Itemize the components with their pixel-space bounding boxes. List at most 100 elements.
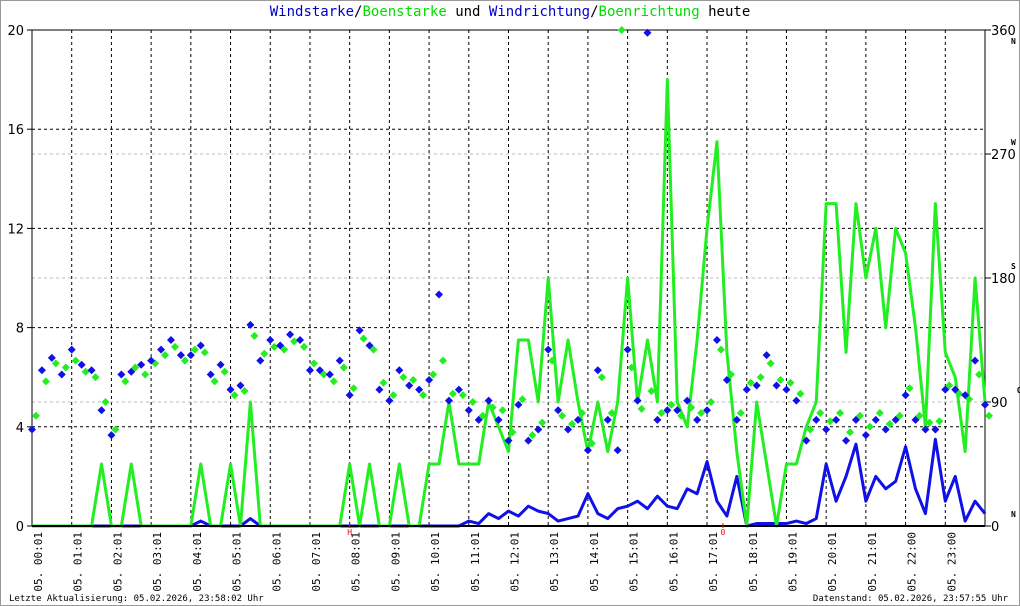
wind_dir-point [196,341,205,350]
wind_dir-point [375,385,384,394]
wind_dir-point [296,336,305,344]
gust_dir-point [568,420,577,429]
wind_dir-point [216,360,225,369]
x-tick-label: 05. 16:01 [667,532,680,592]
gust_dir-point [339,363,348,372]
gust_dir-point [726,370,735,379]
wind_dir-point [802,436,811,445]
wind_dir-point [941,385,950,394]
gust_dir-point [101,398,110,406]
gust_dir-point [200,348,209,357]
y-tick-label-left: 12 [7,222,24,237]
gust_dir-point [736,409,745,418]
wind_dir-point [97,406,106,415]
gust_dir-point [538,418,547,427]
wind_dir-point [305,366,314,375]
gust_dir-point [468,398,477,406]
x-tick-label: 05. 11:01 [469,532,482,592]
wind_dir-point [266,336,275,344]
wind_dir-point [246,320,255,329]
wind_dir-point [226,385,235,394]
wind_dir-point [494,415,503,424]
gust_dir-point [180,356,189,365]
gust_dir-point [796,389,805,398]
gust_dir-point [51,359,60,368]
gust_dir-point [210,377,219,386]
wind_dir-point [782,385,791,394]
title-and: und [446,4,489,20]
wind_dir-point [633,396,642,405]
compass-label: N [1011,510,1016,519]
gust_dir-point [448,389,457,398]
gust_dir-point [419,391,428,400]
wind_dir-point [772,381,781,390]
wind_dir-point [425,375,434,384]
gust_dir-point [548,356,557,365]
gust_dir-point [518,395,527,404]
wind_dir-point [454,385,463,394]
x-tick-label: 05. 15:01 [628,532,641,592]
gust_dir-point [379,378,388,387]
wind_dir-point [57,370,66,379]
x-tick-label: 05. 03:01 [151,532,164,592]
compass-label: W [1011,138,1016,147]
gust_dir-point [776,375,785,384]
wind_dir-point [921,425,930,434]
wind_dir-point [792,396,801,405]
gust_dir-point [190,345,199,354]
wind_dir-point [405,381,414,390]
wind_dir-point [712,336,721,344]
x-tick-label: 05. 01:01 [72,532,85,592]
gust_dir-point [746,378,755,387]
wind_dir-point [564,425,573,434]
gust_dir-point [250,331,259,340]
gust_dir-point [349,384,358,393]
gust_dir-point [429,370,438,379]
wind_dir-point [395,366,404,375]
wind_dir-point [37,366,46,375]
wind_dir-point [573,415,582,424]
wind_dir-point [67,345,76,354]
gust_dir-point [697,409,706,418]
gust_dir-point [915,411,924,420]
gust_dir-point [945,381,954,390]
wind_dir-point [851,415,860,424]
wind_dir-point [514,400,523,409]
wind_dir-point [861,431,870,440]
wind_dir-point [812,415,821,424]
gust_dir-point [885,420,894,429]
wind_dir-point [325,370,334,379]
gust_dir-point [329,377,338,386]
gust_dir-point [161,351,170,360]
gust_dir-point [587,439,596,448]
wind_dir-point [484,396,493,405]
chart-title: Windstarke/Boenstarke und Windrichtung/B… [0,4,1020,20]
gust_dir-point [786,378,795,387]
x-tick-label: 05. 09:01 [389,532,402,592]
x-tick-label: 05. 08:01 [350,532,363,592]
wind_dir-point [87,366,96,375]
wind_dir-point [276,341,285,350]
gust_dir-point [290,337,299,346]
x-tick-label: 05. 14:01 [588,532,601,592]
gust_dir-point [508,428,517,437]
x-tick-label: 05. 17:01 [707,532,720,592]
wind_dir-point [176,351,185,360]
gust_dir-point [687,403,696,412]
y-tick-label-right: 0 [991,520,999,535]
wind_dir-point [961,391,970,400]
gust_dir-point [478,411,487,420]
data-timestamp-text: Datenstand: 05.02.2026, 23:57:55 Uhr [812,594,1008,604]
gust_dir-point [458,391,467,400]
wind_dir-point [28,425,36,434]
y-tick-label-left: 4 [16,421,24,436]
gust_dir-point [488,403,497,412]
gust_dir-point [667,400,676,409]
wind_dir-point [871,415,880,424]
wind_dir-point [544,345,553,354]
gust_dir-point [131,363,140,372]
gust_dir-point [81,367,90,376]
wind_dir-point [762,351,771,360]
gust_dir-point [905,384,914,393]
gust_dir-point [607,409,616,418]
